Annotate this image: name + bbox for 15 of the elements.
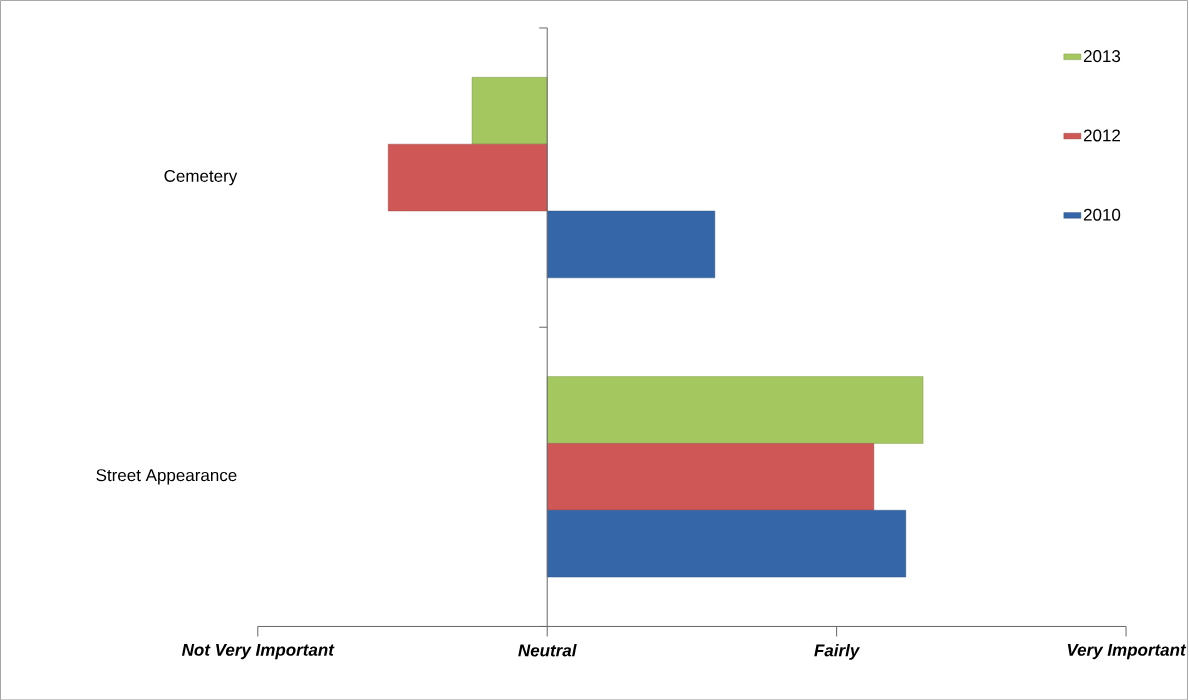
- y-tick-label: Cemetery: [164, 169, 238, 186]
- legend-label: 2010: [1083, 208, 1121, 221]
- text: Neutral: [518, 643, 577, 657]
- text: Fairly: [814, 643, 860, 660]
- bar: [471, 76, 548, 145]
- text: Very Important: [1067, 643, 1187, 659]
- bar: [547, 443, 875, 511]
- bar: [547, 210, 716, 278]
- legend-label: 2013: [1083, 49, 1121, 62]
- bar: [547, 376, 924, 444]
- y-tick-label: Street Appearance: [96, 468, 237, 485]
- bar: [388, 143, 548, 212]
- legend-label: 2012: [1083, 129, 1120, 142]
- bar: [547, 509, 906, 578]
- text: Not Very Important: [181, 643, 335, 659]
